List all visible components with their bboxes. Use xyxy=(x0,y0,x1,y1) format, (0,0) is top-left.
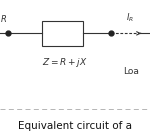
Bar xyxy=(42,21,82,46)
Text: Equivalent circuit of a: Equivalent circuit of a xyxy=(18,121,132,131)
Text: $\mathit{I_R}$: $\mathit{I_R}$ xyxy=(126,11,134,24)
Text: Loa: Loa xyxy=(123,67,139,76)
Text: $Z = R + jX$: $Z = R + jX$ xyxy=(42,56,88,69)
Text: $\mathit{R}$: $\mathit{R}$ xyxy=(0,13,7,24)
